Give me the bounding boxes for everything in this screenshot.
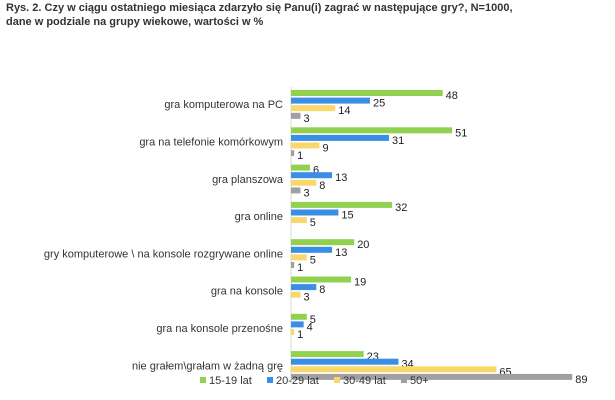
data-label: 9 (322, 143, 328, 155)
bar (291, 358, 399, 365)
legend-swatch (401, 377, 407, 383)
data-label: 8 (319, 284, 325, 296)
data-label: 25 (373, 98, 385, 110)
data-label: 1 (297, 329, 303, 341)
data-label: 3 (303, 187, 309, 199)
category-label: nie grałem\grałam w żadną grę (132, 360, 283, 372)
category-label: gra online (235, 211, 283, 223)
bar (291, 262, 295, 268)
bar (291, 254, 307, 261)
bar (291, 351, 364, 358)
bar (291, 150, 295, 157)
data-label: 14 (338, 105, 350, 117)
category-label: gra planszowa (212, 174, 284, 186)
bar (291, 276, 352, 283)
bar (291, 329, 295, 335)
bar (291, 127, 453, 134)
data-label: 51 (455, 127, 467, 139)
category-label: gra na konsole (211, 286, 283, 298)
bar (291, 112, 301, 119)
bar (291, 291, 301, 298)
bar (291, 373, 573, 380)
legend-swatch (267, 377, 273, 383)
chart-title: Rys. 2. Czy w ciągu ostatniego miesiąca … (6, 1, 606, 29)
bar (291, 201, 393, 208)
legend-label: 15-19 lat (209, 375, 252, 387)
bar (291, 90, 443, 96)
data-label: 3 (303, 292, 309, 304)
bar (291, 209, 339, 216)
bar (291, 164, 310, 171)
category-label: gra na telefonie komórkowym (139, 137, 283, 149)
data-label: 19 (354, 277, 366, 289)
data-label: 5 (310, 314, 316, 326)
data-label: 8 (319, 180, 325, 192)
data-label: 32 (395, 202, 407, 214)
bar (291, 284, 317, 291)
bar (291, 105, 336, 112)
bar (291, 172, 333, 179)
category-label: gry komputerowe \ na konsole rozgrywane … (44, 248, 283, 260)
bar (291, 239, 355, 246)
data-label: 31 (392, 135, 404, 147)
bar (291, 142, 320, 149)
bar (291, 187, 301, 194)
data-label: 4 (307, 321, 313, 333)
legend-label: 50+ (410, 375, 429, 387)
bar (291, 97, 370, 104)
data-label: 13 (335, 172, 347, 184)
bar (291, 313, 307, 320)
data-label: 15 (341, 210, 353, 222)
title-line-2: dane w podziale na grupy wiekowe, wartoś… (6, 16, 264, 28)
category-label: gra na konsole przenośne (156, 323, 283, 335)
bar (291, 246, 333, 253)
legend-swatch (200, 377, 206, 383)
data-label: 5 (310, 217, 316, 229)
data-label: 89 (575, 374, 587, 386)
data-label: 20 (357, 239, 369, 251)
bar (291, 321, 304, 328)
data-label: 3 (303, 113, 309, 125)
legend-label: 30-49 lat (343, 375, 386, 387)
title-line-1: Rys. 2. Czy w ciągu ostatniego miesiąca … (6, 2, 513, 14)
category-label: gra komputerowa na PC (164, 99, 283, 111)
data-label: 6 (313, 165, 319, 177)
data-label: 13 (335, 247, 347, 259)
bar (291, 134, 389, 141)
legend-swatch (334, 377, 340, 383)
bar (291, 217, 307, 224)
bar (291, 366, 497, 373)
legend-label: 20-29 lat (276, 375, 319, 387)
data-label: 48 (446, 90, 458, 102)
data-label: 5 (310, 254, 316, 266)
data-label: 1 (297, 150, 303, 162)
bar (291, 179, 317, 186)
data-label: 1 (297, 262, 303, 274)
